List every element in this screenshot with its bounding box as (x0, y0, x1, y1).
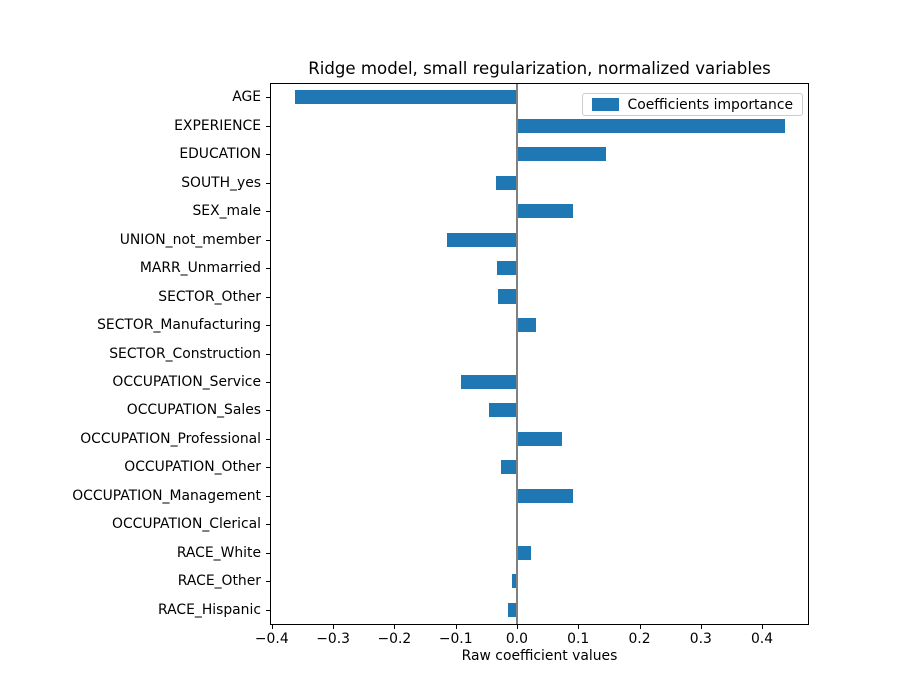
bar-SECTOR_Manufacturing (516, 317, 536, 333)
y-tick-label: OCCUPATION_Service (112, 374, 261, 390)
bar-EXPERIENCE (516, 118, 785, 133)
x-tick-label: 0.1 (567, 631, 590, 647)
x-tick-label: −0.2 (377, 631, 412, 647)
y-tick-mark (266, 581, 270, 583)
bar-SOUTH_yes (496, 175, 517, 190)
bar-SECTOR_Other (497, 289, 517, 304)
x-tick-label: −0.3 (316, 631, 350, 647)
chart-title: Ridge model, small regularization, norma… (308, 59, 771, 78)
x-tick-mark (762, 625, 763, 629)
x-tick-mark (516, 625, 518, 629)
y-tick-label: OCCUPATION_Sales (126, 402, 261, 419)
y-tick-mark (266, 438, 270, 440)
y-tick-mark (266, 467, 270, 469)
zero-reference-line (515, 83, 518, 624)
y-tick-mark (266, 609, 270, 611)
y-tick-mark (266, 524, 270, 526)
y-tick-label: SECTOR_Manufacturing (97, 317, 261, 333)
y-tick-label: AGE (232, 89, 261, 106)
bars-layer (270, 83, 808, 624)
bar-OCCUPATION_Sales (489, 403, 517, 418)
x-tick-mark (271, 625, 273, 629)
bar-RACE_Hispanic (508, 602, 517, 617)
y-tick-label: RACE_Hispanic (158, 601, 261, 618)
y-tick-label: RACE_Other (177, 573, 261, 590)
y-tick-mark (266, 125, 270, 127)
bar-OCCUPATION_Management (516, 488, 573, 503)
y-tick-mark (266, 97, 270, 99)
x-tick-mark (639, 625, 641, 629)
y-tick-label: EXPERIENCE (174, 117, 261, 134)
x-tick-label: −0.4 (254, 631, 289, 647)
y-tick-mark (266, 353, 270, 355)
y-tick-mark (266, 211, 270, 213)
y-tick-label: OCCUPATION_Other (124, 459, 261, 476)
x-tick-label: −0.1 (438, 631, 473, 647)
y-tick-mark (266, 495, 270, 497)
bar-MARR_Unmarried (496, 261, 517, 276)
x-tick-label: 0.2 (628, 631, 651, 647)
plot-area: Coefficients importance (270, 83, 808, 624)
x-tick-mark (455, 625, 457, 629)
y-tick-mark (266, 268, 270, 270)
y-tick-mark (266, 410, 270, 412)
bar-OCCUPATION_Service (461, 374, 517, 390)
y-tick-mark (266, 382, 270, 383)
y-tick-label: MARR_Unmarried (139, 260, 261, 277)
bar-EDUCATION (516, 147, 607, 162)
y-tick-mark (266, 182, 270, 184)
y-tick-label: SEX_male (192, 203, 261, 220)
bar-OCCUPATION_Professional (516, 431, 562, 446)
x-tick-mark (700, 625, 702, 629)
x-tick-mark (394, 625, 396, 629)
y-tick-label: SECTOR_Other (158, 288, 261, 305)
y-tick-mark (266, 552, 270, 554)
bar-OCCUPATION_Other (501, 460, 517, 475)
x-tick-label: 0.0 (505, 631, 528, 647)
x-tick-label: 0.4 (750, 631, 774, 647)
y-tick-label: RACE_White (176, 544, 261, 561)
y-tick-label: OCCUPATION_Clerical (112, 516, 261, 533)
x-axis-label: Raw coefficient values (461, 648, 618, 664)
bar-SEX_male (516, 204, 573, 219)
bar-AGE (295, 90, 517, 105)
bar-RACE_Other (512, 574, 517, 589)
y-tick-label: OCCUPATION_Professional (80, 430, 261, 447)
y-tick-label: UNION_not_member (119, 231, 261, 248)
legend-swatch-icon (591, 98, 619, 111)
legend: Coefficients importance (581, 93, 803, 116)
legend-label: Coefficients importance (627, 96, 793, 113)
y-tick-mark (266, 239, 270, 241)
y-tick-mark (266, 154, 270, 156)
bar-UNION_not_member (446, 232, 517, 247)
x-tick-label: 0.3 (689, 631, 712, 647)
y-tick-label: SOUTH_yes (181, 174, 261, 191)
y-tick-label: SECTOR_Construction (109, 345, 261, 362)
x-tick-mark (578, 625, 580, 629)
y-tick-mark (266, 325, 270, 326)
x-tick-mark (333, 625, 335, 629)
y-tick-label: EDUCATION (179, 146, 261, 163)
y-tick-label: OCCUPATION_Management (72, 487, 261, 504)
y-tick-mark (266, 296, 270, 298)
bar-RACE_White (516, 545, 531, 560)
